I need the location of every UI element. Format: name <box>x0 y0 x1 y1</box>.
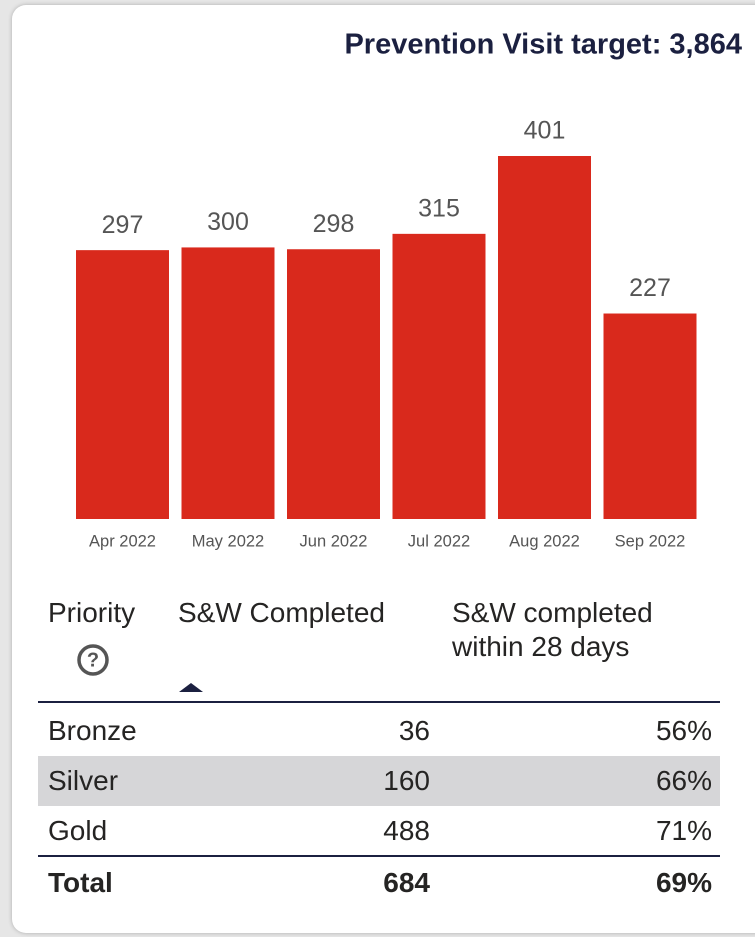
column-header[interactable]: S&W Completed <box>178 597 385 628</box>
data-label: 300 <box>207 208 249 236</box>
table-cell: 488 <box>383 815 430 846</box>
table-cell: 56% <box>655 715 712 746</box>
table-cell: Gold <box>48 815 108 846</box>
sort-arrow[interactable] <box>179 683 203 692</box>
table-cell: 684 <box>383 867 430 898</box>
bar <box>76 250 169 519</box>
data-label: 227 <box>629 274 671 302</box>
column-header[interactable]: Priority <box>48 597 136 628</box>
bar <box>392 233 486 519</box>
x-tick-label: Jun 2022 <box>300 532 368 550</box>
table-cell: Bronze <box>48 715 137 746</box>
x-tick-label: Apr 2022 <box>89 532 156 550</box>
data-label: 298 <box>313 210 355 238</box>
table-cell: 36 <box>398 715 430 746</box>
data-label: 315 <box>418 194 460 222</box>
help-icon-mark: ? <box>87 649 99 671</box>
x-tick-label: Jul 2022 <box>408 532 470 550</box>
x-tick-label: Sep 2022 <box>615 532 686 550</box>
help-icon[interactable] <box>77 644 109 676</box>
data-label: 297 <box>102 211 144 239</box>
bar <box>603 313 697 519</box>
row-highlight <box>38 756 720 806</box>
x-tick-label: May 2022 <box>192 532 264 550</box>
column-header[interactable]: S&W completed within 28 days <box>452 597 653 662</box>
table-cell: Total <box>48 867 113 898</box>
data-label: 401 <box>524 117 566 145</box>
table-cell: 71% <box>655 815 712 846</box>
table-cell: Silver <box>48 765 119 796</box>
table-cell: 66% <box>655 765 712 796</box>
table-cell: 160 <box>383 765 430 796</box>
bar <box>498 156 591 519</box>
bar <box>287 249 380 520</box>
table-cell: 69% <box>655 867 712 898</box>
x-tick-label: Aug 2022 <box>509 532 580 550</box>
bar <box>181 247 275 519</box>
chart-title: Prevention Visit target: 3,864 <box>344 29 742 61</box>
